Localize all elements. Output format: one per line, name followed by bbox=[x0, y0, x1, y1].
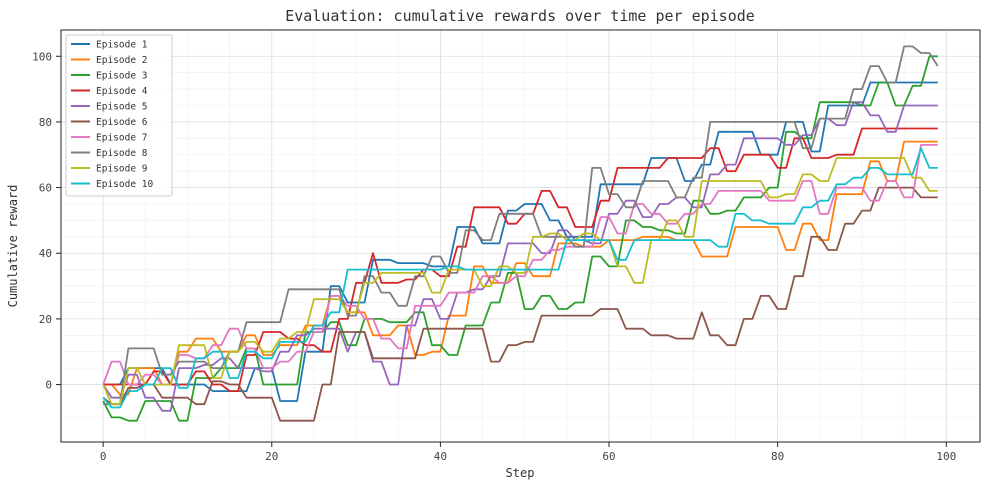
y-axis-label: Cumulative reward bbox=[6, 185, 20, 308]
legend-label: Episode 3 bbox=[96, 71, 147, 82]
y-tick-label: 60 bbox=[39, 182, 52, 195]
legend-box bbox=[65, 34, 173, 197]
y-tick-label: 40 bbox=[39, 247, 52, 260]
axis-ticks: 0 20 40 60 80 100 0 20 40 60 80 100 bbox=[32, 50, 956, 463]
series-line-episode-4 bbox=[103, 127, 938, 393]
legend-label: Episode 1 bbox=[96, 40, 148, 51]
y-tick-label: 0 bbox=[45, 379, 52, 392]
legend-label: Episode 4 bbox=[96, 86, 148, 97]
legend-label: Episode 5 bbox=[96, 102, 147, 113]
legend-label: Episode 9 bbox=[96, 164, 148, 175]
legend-label: Episode 6 bbox=[96, 117, 148, 128]
x-tick-label: 80 bbox=[771, 450, 784, 463]
legend-label: Episode 10 bbox=[96, 179, 153, 190]
plot-area bbox=[60, 29, 981, 443]
legend-label: Episode 7 bbox=[96, 133, 147, 144]
x-tick-label: 100 bbox=[936, 450, 956, 463]
x-tick-label: 20 bbox=[265, 450, 278, 463]
grid bbox=[61, 30, 980, 442]
series-line-episode-2 bbox=[103, 140, 938, 396]
x-tick-label: 60 bbox=[602, 450, 615, 463]
series-line-episode-5 bbox=[102, 101, 938, 412]
y-tick-label: 100 bbox=[32, 50, 52, 63]
series-lines bbox=[102, 45, 939, 422]
x-axis-label: Step bbox=[506, 466, 535, 480]
legend-label: Episode 2 bbox=[96, 55, 147, 66]
y-tick-label: 80 bbox=[39, 116, 52, 129]
series-line-episode-7 bbox=[102, 143, 938, 386]
y-tick-label: 20 bbox=[39, 313, 52, 326]
chart-title: Evaluation: cumulative rewards over time… bbox=[285, 7, 755, 25]
series-line-episode-9 bbox=[102, 157, 938, 406]
series-line-episode-8 bbox=[103, 45, 939, 406]
series-line-episode-3 bbox=[102, 55, 938, 422]
series-line-episode-6 bbox=[102, 186, 938, 422]
series-line-episode-10 bbox=[102, 147, 938, 409]
x-tick-label: 40 bbox=[434, 450, 447, 463]
legend-label: Episode 8 bbox=[96, 148, 148, 159]
x-tick-label: 0 bbox=[100, 450, 107, 463]
legend: Episode 1 Episode 2 Episode 3 Episode 4 Epis… bbox=[65, 34, 173, 197]
